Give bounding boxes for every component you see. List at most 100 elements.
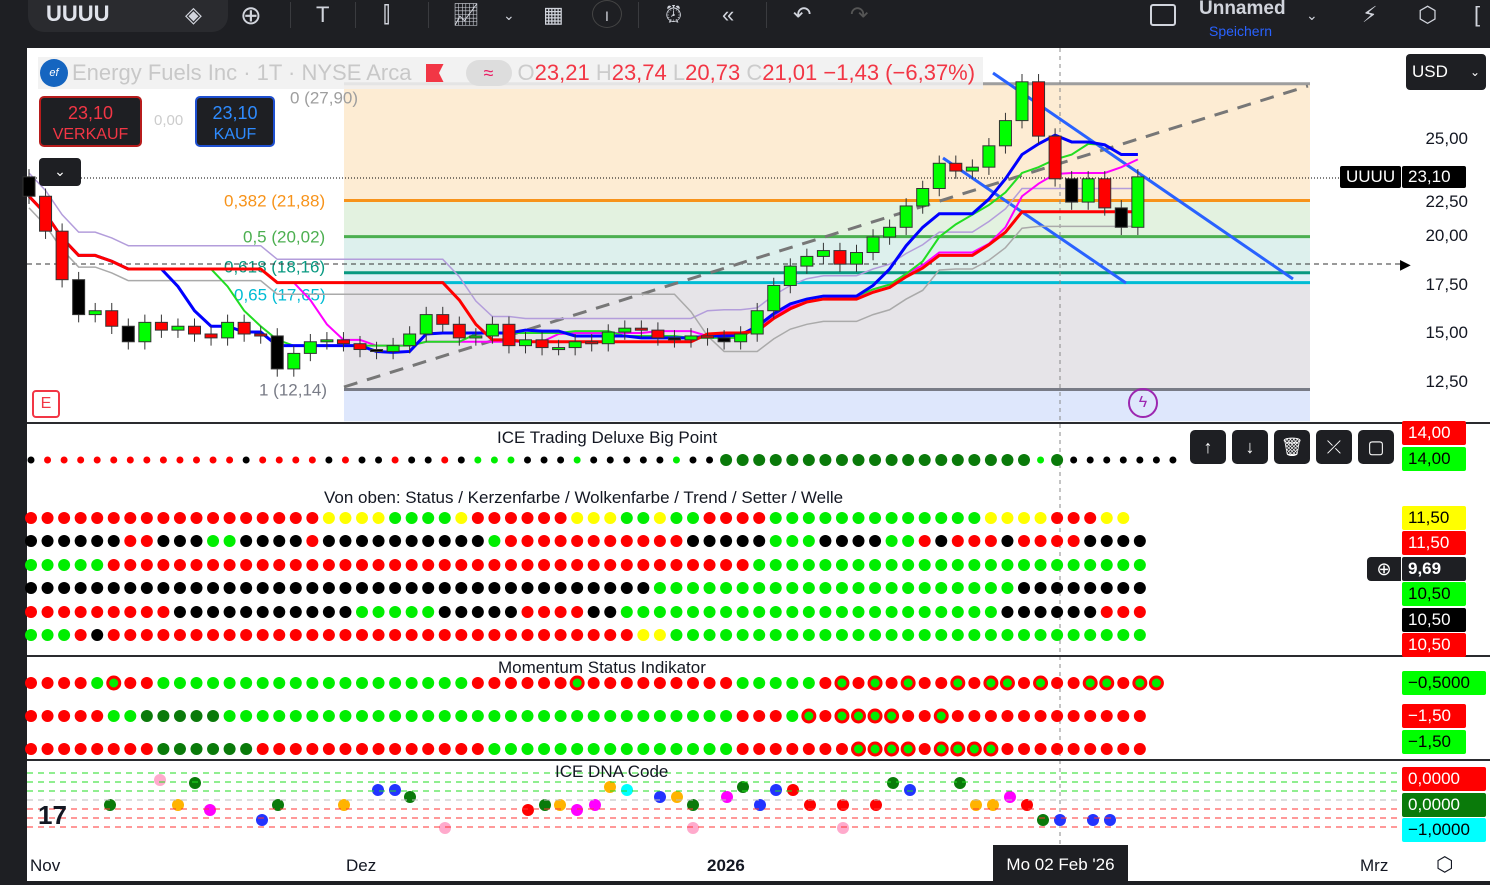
- signal-dot: [488, 535, 501, 547]
- symbol-search[interactable]: UUUU: [28, 0, 228, 32]
- tradingview-logo[interactable]: 17: [38, 800, 67, 830]
- chevron-down-icon[interactable]: ⌄: [503, 7, 515, 23]
- collapse-pane-icon[interactable]: ⤫: [1316, 430, 1352, 464]
- signal-dot: [753, 606, 766, 618]
- delete-pane-icon[interactable]: 🗑︎: [1274, 430, 1310, 464]
- add-crosshair-icon[interactable]: ⊕: [1367, 557, 1401, 581]
- candles-icon[interactable]: ⫿: [383, 2, 391, 27]
- replay-icon[interactable]: «: [722, 2, 735, 27]
- signal-dot: [140, 629, 153, 641]
- flag-icon[interactable]: [425, 64, 444, 82]
- signal-dot: [753, 535, 766, 547]
- currency-select[interactable]: USD ⌄: [1406, 54, 1486, 90]
- signal-dot: [521, 535, 534, 547]
- pane-title-dna[interactable]: ICE DNA Code: [555, 762, 669, 781]
- pane-separator[interactable]: [27, 655, 1490, 657]
- add-symbol-icon[interactable]: ⊕: [240, 0, 262, 30]
- signal-dot: [124, 582, 137, 594]
- candle-body: [568, 341, 582, 349]
- info-icon[interactable]: I: [592, 0, 622, 28]
- layouts-icon[interactable]: ▦: [543, 2, 564, 27]
- dividend-lightning-icon[interactable]: ϟ: [1128, 388, 1158, 418]
- candle-body: [469, 335, 483, 339]
- signal-dot: [554, 710, 567, 722]
- signal-dot: [422, 582, 435, 594]
- signal-dot: [951, 629, 964, 641]
- signal-dot: [769, 535, 782, 547]
- dna-dot: [256, 814, 268, 826]
- undo-icon[interactable]: ↶: [793, 2, 812, 27]
- pane-separator[interactable]: [27, 422, 1490, 424]
- collapse-trade-panel-chevron-icon[interactable]: ⌄: [39, 158, 81, 186]
- spread-value: 0,00: [154, 112, 184, 129]
- move-pane-up-icon[interactable]: ↑: [1190, 430, 1226, 464]
- signal-dot: [637, 606, 650, 618]
- signal-dot: [604, 535, 617, 547]
- signal-dot: [289, 629, 302, 641]
- signal-dot: [41, 535, 54, 547]
- dna-dot: [970, 799, 982, 811]
- symbol-title[interactable]: Energy Fuels Inc · 1T · NYSE Arca: [72, 60, 412, 85]
- signal-dot: [173, 559, 186, 571]
- signal-dot: [736, 710, 749, 722]
- move-pane-down-icon[interactable]: ↓: [1232, 430, 1268, 464]
- signal-dot: [538, 629, 551, 641]
- signal-dot: [587, 743, 600, 755]
- signal-dot: [339, 710, 352, 722]
- signal-dot: [504, 535, 517, 547]
- signal-dot: [653, 512, 666, 524]
- signal-dot: [620, 582, 633, 594]
- signal-dot: [91, 743, 104, 755]
- signal-dot: [720, 606, 733, 618]
- signal-dot: [1117, 677, 1130, 689]
- candle-body: [188, 325, 201, 335]
- buy-button[interactable]: 23,10 KAUF: [195, 96, 275, 147]
- alert-icon[interactable]: ⏰︎: [665, 2, 683, 27]
- sell-button[interactable]: 23,10 VERKAUF: [39, 96, 142, 147]
- indicators-icon[interactable]: 📈︎: [452, 2, 480, 27]
- candle-body: [1032, 81, 1046, 137]
- crosshair-arrow-icon: ▶: [1400, 256, 1411, 272]
- signal-dot: [637, 743, 650, 755]
- signal-dot: [389, 710, 402, 722]
- signal-dot: [753, 677, 766, 689]
- layout-menu-chevron-icon[interactable]: ⌄: [1306, 7, 1318, 23]
- signal-dot: [538, 743, 551, 755]
- text-icon[interactable]: T: [316, 2, 330, 27]
- earnings-marker-icon[interactable]: E: [32, 390, 60, 418]
- pane-separator[interactable]: [27, 759, 1490, 761]
- signal-dot: [1001, 606, 1014, 618]
- signal-dot: [1018, 559, 1030, 571]
- signal-dot: [571, 512, 584, 524]
- candle-body: [866, 236, 880, 254]
- signal-dot: [950, 741, 966, 757]
- layout-name[interactable]: Unnamed: [1199, 0, 1286, 19]
- signal-dot: [819, 559, 832, 571]
- diamond-icon[interactable]: ◈: [185, 2, 202, 27]
- candle-body: [55, 230, 69, 281]
- save-button[interactable]: Speichern: [1209, 23, 1273, 39]
- signal-dot: [620, 629, 633, 641]
- settings-icon[interactable]: ⬡: [1418, 2, 1438, 27]
- price-axis-label: 25,00: [1425, 129, 1468, 148]
- signal-dot: [587, 677, 600, 689]
- signal-dot: [41, 629, 54, 641]
- maximize-pane-icon[interactable]: ▢: [1358, 430, 1394, 464]
- signal-dot: [58, 559, 71, 571]
- signal-dot: [902, 454, 915, 466]
- time-axis-settings-icon[interactable]: ⬡: [1436, 854, 1454, 876]
- dna-dot: [621, 784, 633, 796]
- quick-search-icon[interactable]: ⚡︎: [1362, 2, 1378, 27]
- pane-title-momentum[interactable]: Momentum Status Indikator: [498, 658, 706, 677]
- signal-dot: [1133, 743, 1146, 755]
- visibility-toggle-icon[interactable]: ≈: [465, 60, 512, 86]
- camera-icon[interactable]: [: [1474, 2, 1481, 27]
- fullscreen-icon[interactable]: [1150, 4, 1176, 26]
- pane-title-status[interactable]: Von oben: Status / Kerzenfarbe / Wolkenf…: [324, 488, 844, 507]
- signal-dot: [74, 677, 87, 689]
- dna-dot: [837, 822, 849, 834]
- pane-title-big-point[interactable]: ICE Trading Deluxe Big Point: [497, 428, 718, 447]
- signal-dot: [951, 535, 964, 547]
- candle-body: [601, 331, 615, 345]
